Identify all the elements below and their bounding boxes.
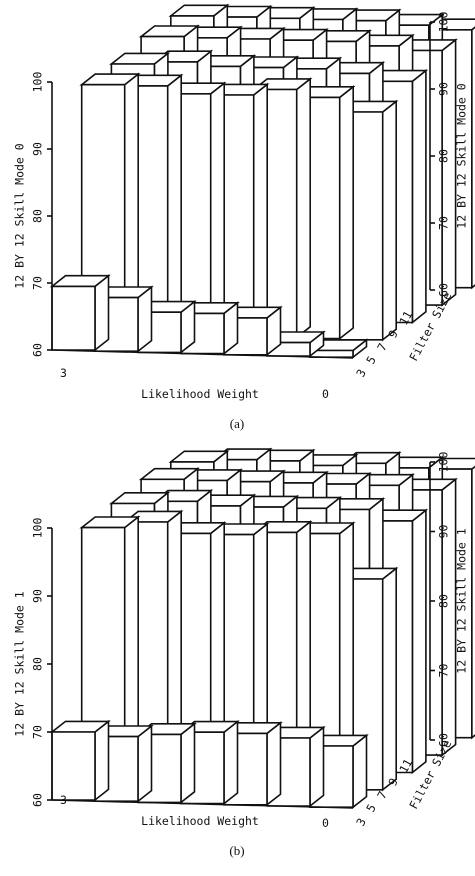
z-tick-label-right: 80 bbox=[437, 594, 451, 608]
bars-group-a bbox=[49, 3, 475, 359]
z-tick-label-right: 70 bbox=[437, 664, 451, 678]
z-tick-label-left: 100 bbox=[31, 518, 45, 539]
bars-group-b bbox=[49, 447, 475, 809]
z-tick-label-left: 100 bbox=[31, 72, 45, 93]
bar-side bbox=[309, 725, 325, 808]
panel-caption: (b) bbox=[229, 843, 244, 858]
bar-side bbox=[94, 274, 110, 352]
z-tick-label-left: 70 bbox=[31, 276, 45, 290]
bar bbox=[79, 515, 141, 785]
bar-side bbox=[252, 82, 269, 338]
bar-side bbox=[381, 99, 398, 342]
bar-side bbox=[223, 719, 239, 806]
panel-caption: (a) bbox=[230, 416, 244, 431]
y-tick-label: 7 bbox=[374, 341, 390, 354]
z-tick-label-left: 90 bbox=[31, 589, 45, 603]
bar-side bbox=[180, 722, 196, 805]
z-tick-label-right: 60 bbox=[437, 733, 451, 747]
bar-side bbox=[411, 68, 427, 325]
bar-side bbox=[137, 724, 153, 803]
x-axis-line bbox=[51, 349, 354, 359]
bar bbox=[307, 338, 369, 359]
bar-side bbox=[166, 73, 182, 336]
bar bbox=[49, 719, 111, 802]
z-tick-label-left: 80 bbox=[31, 209, 45, 223]
y-tick-label: 5 bbox=[363, 802, 379, 815]
z-axis-label-right: 12 BY 12 Skill Mode 0 bbox=[455, 83, 469, 228]
z-tick-label-left: 80 bbox=[31, 657, 45, 671]
y-tick-label: 3 bbox=[353, 816, 369, 829]
x-tick-label: 3 bbox=[60, 366, 67, 380]
bar-front bbox=[51, 731, 96, 801]
y-tick-label: 5 bbox=[363, 354, 379, 367]
bar-side bbox=[209, 81, 225, 337]
z-tick-label-right: 60 bbox=[437, 283, 451, 297]
bar bbox=[294, 85, 356, 341]
z-tick-label-right: 100 bbox=[437, 12, 451, 33]
bar-front bbox=[51, 285, 96, 351]
z-axis-label-left: 12 BY 12 Skill Mode 1 bbox=[13, 591, 27, 736]
z-tick-label-left: 60 bbox=[31, 343, 45, 357]
y-tick-label: 11 bbox=[396, 757, 415, 776]
z-tick-label-left: 70 bbox=[31, 725, 45, 739]
chart-panel-b: 60 70 80 90 100 12 BY 12 Skill Mode 1 60 70 80 90… bbox=[13, 447, 475, 858]
x-tick-label: 0 bbox=[322, 816, 329, 830]
x-axis-line bbox=[51, 799, 354, 809]
bar-side bbox=[338, 85, 355, 341]
x-tick-label: 3 bbox=[60, 793, 67, 807]
x-axis-label: Likelihood Weight bbox=[141, 814, 259, 828]
z-tick-label-left: 60 bbox=[31, 793, 45, 807]
z-tick-label-right: 80 bbox=[437, 149, 451, 163]
z-axis-label-right: 12 BY 12 Skill Mode 1 bbox=[455, 528, 469, 673]
bar-side bbox=[94, 719, 110, 802]
z-tick-label-right: 90 bbox=[437, 525, 451, 539]
bar-side bbox=[411, 508, 427, 775]
bar-side bbox=[266, 721, 282, 807]
z-axis-label-left: 12 BY 12 Skill Mode 0 bbox=[13, 143, 27, 288]
y-tick-label: 11 bbox=[396, 309, 415, 328]
z-tick-label-right: 100 bbox=[437, 452, 451, 473]
bar-side bbox=[352, 733, 368, 809]
bar-side bbox=[295, 77, 312, 340]
x-tick-label: 0 bbox=[322, 387, 329, 401]
y-tick-label: 3 bbox=[353, 367, 369, 380]
bar bbox=[49, 274, 111, 352]
z-tick-label-right: 70 bbox=[437, 216, 451, 230]
bar-side bbox=[381, 566, 398, 792]
z-tick-label-right: 90 bbox=[437, 82, 451, 96]
z-tick-label-left: 90 bbox=[31, 142, 45, 156]
x-axis-label: Likelihood Weight bbox=[141, 387, 259, 401]
